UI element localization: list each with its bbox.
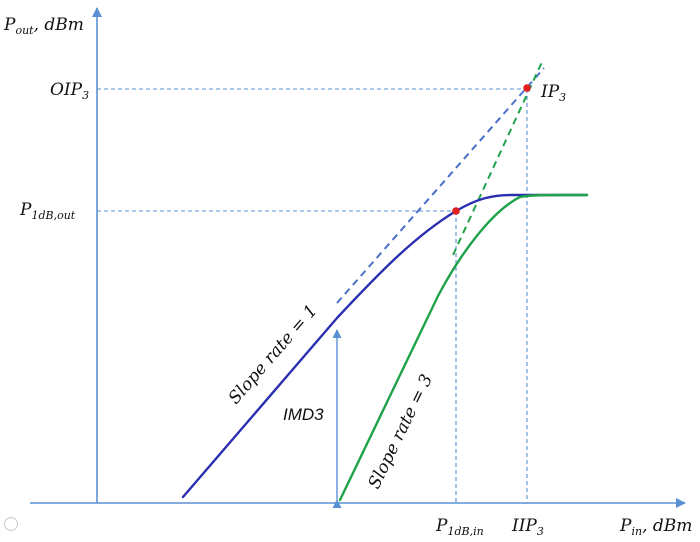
watermark-logo xyxy=(4,517,18,531)
y-axis-label: Pout, dBm xyxy=(3,15,84,37)
ip3-marker xyxy=(523,84,531,92)
iip3-label: IIP3 xyxy=(511,516,544,538)
watermark xyxy=(4,517,18,531)
third-order-curve xyxy=(338,193,589,502)
p1db-marker xyxy=(452,207,460,215)
p1db-out-label: P1dB,out xyxy=(19,200,76,222)
ip3-label: IP3 xyxy=(540,82,566,104)
x-axis-label: Pin, dBm xyxy=(619,516,692,538)
oip3-label: OIP3 xyxy=(50,80,89,102)
fundamental-extrapolation-line xyxy=(336,67,545,304)
fundamental-curve xyxy=(181,193,589,499)
slope-rate-3-label: Slope rate = 3 xyxy=(365,371,438,492)
p1db-in-label: P1dB,in xyxy=(435,516,484,538)
imd3-label: IMD3 xyxy=(283,405,324,424)
